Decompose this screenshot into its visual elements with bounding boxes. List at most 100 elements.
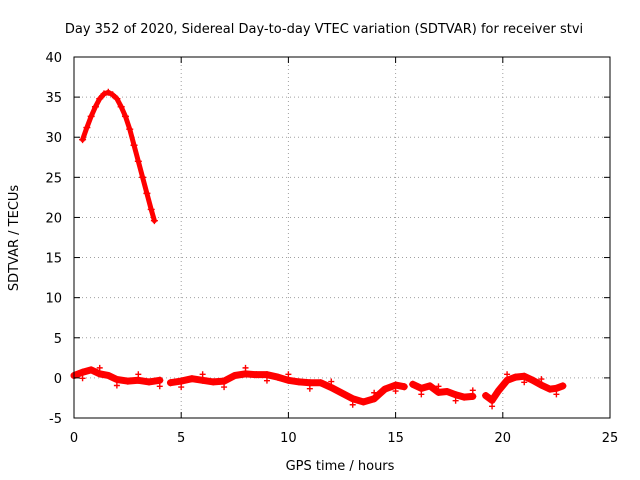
data-point xyxy=(220,377,228,385)
data-point xyxy=(143,189,151,197)
data-point xyxy=(166,379,174,387)
scatter-mark xyxy=(263,377,270,384)
data-point xyxy=(79,368,87,376)
data-point xyxy=(392,381,400,389)
data-point xyxy=(87,366,95,374)
grid xyxy=(74,57,610,418)
data-point xyxy=(338,389,346,397)
chart-title: Day 352 of 2020, Sidereal Day-to-day VTE… xyxy=(65,22,583,37)
data-point xyxy=(452,391,460,399)
y-tick-label: 10 xyxy=(45,292,62,307)
data-point xyxy=(537,381,545,389)
data-point xyxy=(349,395,357,403)
data-point xyxy=(209,378,217,386)
series-low-1 xyxy=(70,364,164,390)
data-point xyxy=(284,376,292,384)
scatter-mark xyxy=(221,384,228,391)
y-tick-label: 15 xyxy=(45,252,62,267)
data-point xyxy=(306,379,314,387)
y-axis-label: SDTVAR / TECUs xyxy=(7,185,22,292)
data-point xyxy=(113,95,121,103)
data-point xyxy=(130,141,138,149)
data-point xyxy=(469,392,477,400)
scatter-mark xyxy=(553,391,560,398)
scatter-mark xyxy=(521,379,528,386)
data-point xyxy=(113,375,121,383)
data-point xyxy=(121,112,129,120)
y-tick-label: 0 xyxy=(54,372,62,387)
data-point xyxy=(177,377,185,385)
series-low-4 xyxy=(482,371,567,410)
x-tick-label: 0 xyxy=(70,431,78,446)
data-point xyxy=(263,371,271,379)
data-point xyxy=(87,112,95,120)
scatter-mark xyxy=(452,397,459,404)
scatter-mark xyxy=(113,382,120,389)
scatter-mark xyxy=(418,391,425,398)
data-point xyxy=(79,136,87,144)
data-point xyxy=(104,88,112,96)
scatter-mark xyxy=(504,371,511,378)
data-point xyxy=(488,396,496,404)
scatter-mark xyxy=(328,378,335,385)
y-tick-label: -5 xyxy=(49,412,62,427)
x-tick-label: 10 xyxy=(280,431,297,446)
data-point xyxy=(400,383,408,391)
scatter-mark xyxy=(349,401,356,408)
y-tick-label: 40 xyxy=(45,51,62,66)
data-point xyxy=(117,103,125,111)
scatter-mark xyxy=(135,371,142,378)
series-low-2 xyxy=(166,364,408,408)
scatter-mark xyxy=(96,364,103,371)
data-point xyxy=(417,384,425,392)
series-layer xyxy=(70,88,567,410)
data-point xyxy=(109,91,117,99)
scatter-mark xyxy=(392,388,399,395)
scatter-mark xyxy=(242,364,249,371)
data-point xyxy=(482,392,490,400)
scatter-mark xyxy=(489,403,496,410)
data-point xyxy=(409,380,417,388)
series-high-arc xyxy=(79,88,158,225)
scatter-mark xyxy=(79,375,86,382)
series-line xyxy=(70,366,164,386)
scatter-mark xyxy=(306,385,313,392)
data-point xyxy=(199,376,207,384)
data-point xyxy=(252,371,260,379)
data-point xyxy=(104,371,112,379)
data-point xyxy=(100,90,108,98)
data-point xyxy=(529,376,537,384)
data-point xyxy=(134,376,142,384)
data-point xyxy=(381,385,389,393)
data-point xyxy=(242,370,250,378)
x-axis-label: GPS time / hours xyxy=(286,459,395,474)
y-tick-label: 20 xyxy=(45,211,62,226)
y-tick-label: 25 xyxy=(45,171,62,186)
data-point xyxy=(145,378,153,386)
data-point xyxy=(503,376,511,384)
data-point xyxy=(231,371,239,379)
data-point xyxy=(91,103,99,111)
series-low-3 xyxy=(409,380,477,404)
scatter-mark xyxy=(156,383,163,390)
x-tick-label: 5 xyxy=(177,431,185,446)
data-point xyxy=(546,385,554,393)
data-point xyxy=(317,379,325,387)
data-point xyxy=(512,373,520,381)
scatter-mark xyxy=(538,376,545,383)
series-line xyxy=(166,370,408,406)
scatter-mark xyxy=(435,383,442,390)
data-point xyxy=(359,398,367,406)
data-point xyxy=(126,125,134,133)
scatter-mark xyxy=(178,384,185,391)
data-point xyxy=(274,373,282,381)
y-tick-label: 30 xyxy=(45,131,62,146)
x-tick-label: 20 xyxy=(495,431,512,446)
data-point xyxy=(96,370,104,378)
data-point xyxy=(134,157,142,165)
data-point xyxy=(139,173,147,181)
data-point xyxy=(295,378,303,386)
data-point xyxy=(443,388,451,396)
scatter-mark xyxy=(371,389,378,396)
data-point xyxy=(434,388,442,396)
